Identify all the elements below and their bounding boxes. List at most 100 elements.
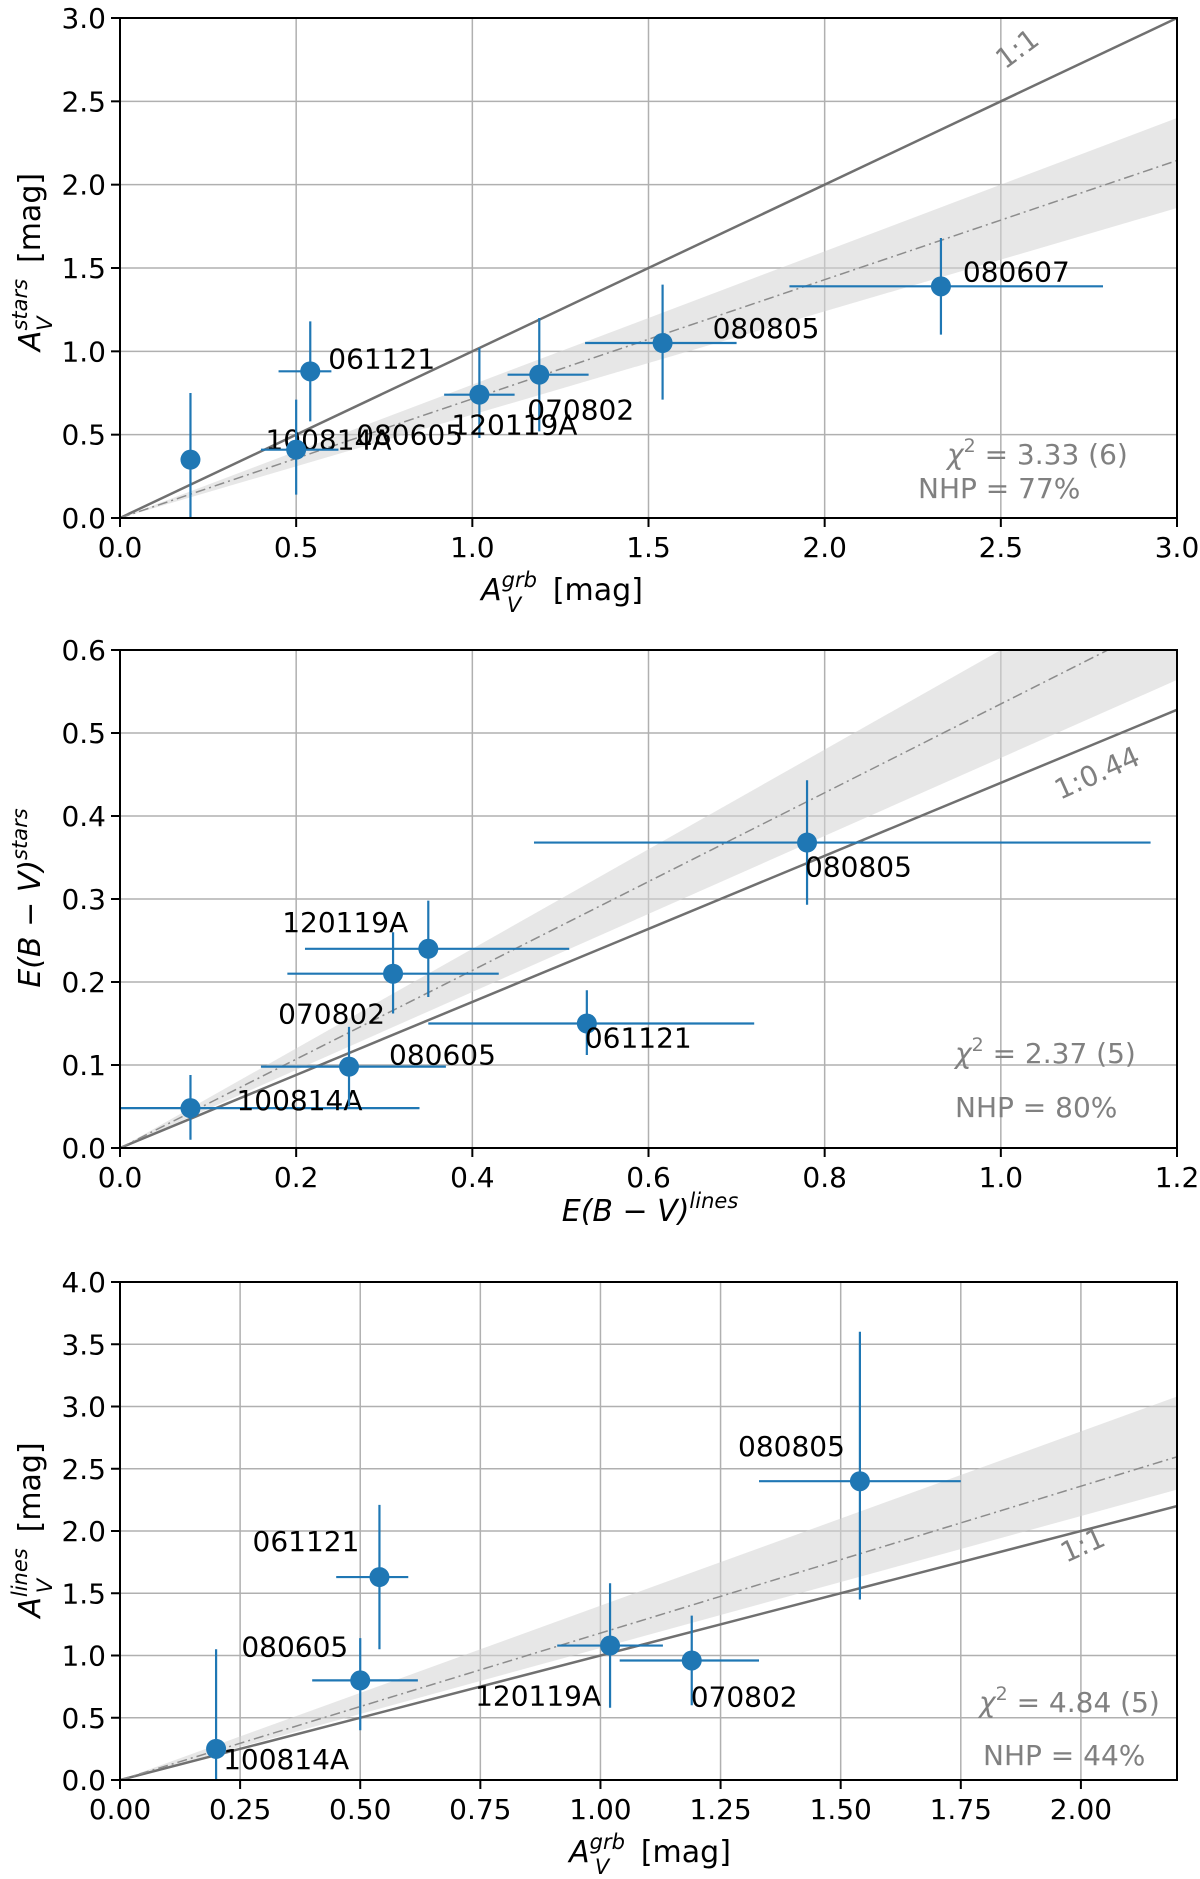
panel-3-lines [120,1456,1177,1780]
marker [286,439,307,460]
marker [339,1056,360,1077]
point-label: 080805 [713,312,820,345]
fit-line [120,650,1110,1148]
data-point-070802: 070802 [619,1615,798,1713]
y-tick-label: 0.5 [61,1702,106,1735]
panel-2-nhp-text: NHP = 80% [955,1091,1117,1124]
marker [681,1650,702,1671]
y-tick-label: 2.5 [61,85,106,118]
reference-line [120,708,1177,1148]
x-tick-label: 0.75 [449,1793,511,1826]
x-tick-label: 1.2 [1155,1161,1200,1194]
x-tick-label: 1.0 [979,1161,1024,1194]
data-point-080607: 080607 [789,238,1104,335]
panel-2-frame [111,649,1178,1157]
reference-line [120,1504,1177,1780]
y-tick-label: 0.0 [61,502,106,535]
point-label: 061121 [328,342,435,375]
data-point-080805: 080805 [533,780,1151,905]
panel-3-x-axis-label: Agrb V [mag] [567,1830,731,1879]
marker [469,384,490,405]
y-tick-label: 0.3 [61,883,106,916]
point-label: 080605 [356,419,463,452]
point-label: 070802 [278,998,385,1031]
point-label: 061121 [585,1022,692,1055]
marker [300,361,321,382]
y-tick-label: 1.0 [61,1640,106,1673]
panel-3-chi2-text: χ2 = 4.84 (5) [977,1683,1160,1719]
data-point-070802: 070802 [507,318,634,432]
x-tick-label: 0.6 [626,1161,671,1194]
point-label: 070802 [691,1680,798,1713]
marker [383,963,404,984]
data-point-080805: 080805 [738,1331,961,1600]
point-label: 080605 [241,1630,348,1663]
y-tick-label: 0.1 [61,1049,106,1082]
x-tick-label: 1.25 [689,1793,751,1826]
fit-confidence-band [120,650,1177,1148]
panel-2-lines [120,650,1177,1148]
marker [206,1738,227,1759]
panel-1-nhp-text: NHP = 77% [918,472,1080,505]
data-point-061121: 061121 [428,990,755,1056]
data-point-080605: 080605 [241,1630,418,1731]
panel-1-x-axis-label: Agrb V [mag] [479,568,643,617]
panel-3-tick-labels: 0.00 0.25 0.50 0.75 1.00 1.25 1.50 1.75 2.00 0.0 0… [61,1266,1112,1826]
x-tick-label: 0.2 [274,1161,319,1194]
y-tick-label: 0.0 [61,1132,106,1165]
fit-confidence-band [120,118,1177,518]
point-label: 120119A [282,906,408,939]
fit-line [120,1456,1177,1780]
panel-1-tick-labels: 0.0 0.5 1.0 1.5 2.0 2.5 3.0 0.0 0.5 1.0 1.5 2.0 2.5 3… [61,2,1199,564]
marker [418,938,439,959]
panel-3-y-axis-label: AlinesV [mag] [8,1442,57,1619]
y-tick-label: 0.2 [61,966,106,999]
data-point-120119A: 120119A [444,348,577,442]
x-tick-label: 0.8 [802,1161,847,1194]
marker [930,276,951,297]
x-tick-label: 1.75 [930,1793,992,1826]
x-tick-label: 2.0 [802,531,847,564]
x-tick-label: 0.4 [450,1161,495,1194]
panel-3-confidence-band [120,1396,1177,1780]
point-label: 100814A [236,1084,362,1117]
x-tick-label: 1.50 [810,1793,872,1826]
point-label: 080607 [963,255,1070,288]
point-label: 120119A [475,1680,601,1713]
marker [600,1635,621,1656]
panel-3-nhp-text: NHP = 44% [983,1739,1145,1772]
panel-1-confidence-band [120,118,1177,518]
y-tick-label: 3.0 [61,2,106,35]
data-point-080805: 080805 [585,284,820,400]
x-tick-label: 0.50 [329,1793,391,1826]
data-point-100814A: 100814A [120,1074,420,1140]
x-tick-label: 2.5 [979,531,1024,564]
point-label: 120119A [451,409,577,442]
axes-frame [119,649,1178,1149]
point-label: 080805 [738,1430,845,1463]
y-tick-label: 0.5 [61,419,106,452]
point-label: 080605 [389,1039,496,1072]
point-label: 080805 [805,851,912,884]
marker [369,1567,390,1588]
marker [180,449,201,470]
panel-2-chi2-text: χ2 = 2.37 (5) [953,1034,1136,1070]
data-point-100814A: 100814A [180,393,392,518]
marker [652,333,673,353]
panel-2-tick-labels: 0.0 0.2 0.4 0.6 0.8 1.0 1.2 0.0 0.1 0.2 0.3 0.4 0.5 0… [61,634,1199,1194]
marker [350,1670,371,1691]
y-tick-label: 2.0 [61,169,106,202]
fit-confidence-band [120,1396,1177,1780]
y-tick-label: 3.0 [61,1391,106,1424]
marker [576,1013,597,1034]
marker [529,364,550,385]
panel-2-y-axis-label: E(B − V)stars [8,808,48,987]
panel-1-frame [111,17,1178,527]
x-tick-label: 1.00 [569,1793,631,1826]
y-tick-label: 0.6 [61,634,106,667]
x-tick-label: 0.00 [89,1793,151,1826]
x-tick-label: 0.0 [98,531,143,564]
data-point-070802: 070802 [278,932,499,1031]
marker [849,1471,870,1492]
